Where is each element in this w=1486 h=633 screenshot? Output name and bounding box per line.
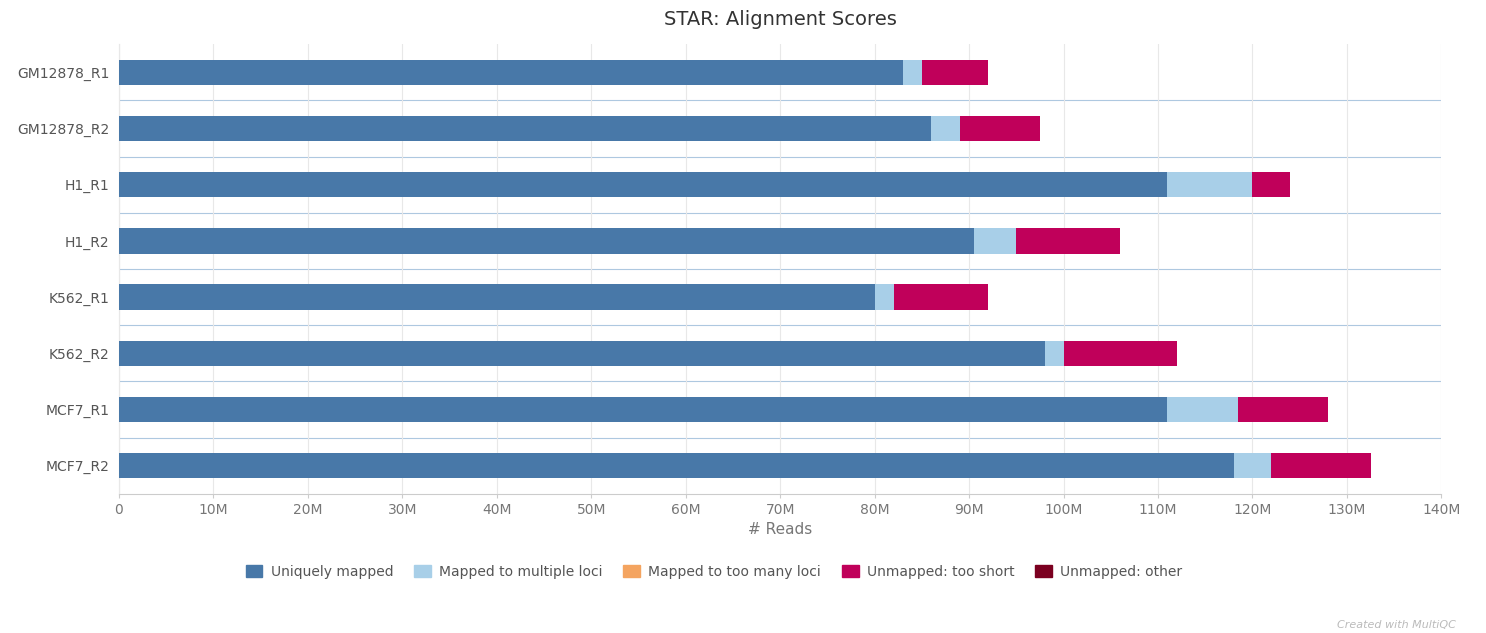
Bar <box>1016 229 1120 254</box>
Bar <box>119 397 1168 422</box>
Bar <box>1272 453 1370 479</box>
Bar <box>1045 341 1064 366</box>
Bar <box>119 172 1168 197</box>
Title: STAR: Alignment Scores: STAR: Alignment Scores <box>664 10 896 29</box>
Bar <box>973 229 1016 254</box>
Bar <box>893 284 988 310</box>
Bar <box>1233 453 1272 479</box>
Bar <box>932 116 960 141</box>
Legend: Uniquely mapped, Mapped to multiple loci, Mapped to too many loci, Unmapped: too: Uniquely mapped, Mapped to multiple loci… <box>239 558 1189 586</box>
Bar <box>1253 172 1290 197</box>
Bar <box>1168 172 1253 197</box>
Bar <box>960 116 1040 141</box>
Bar <box>875 284 893 310</box>
Bar <box>1168 397 1238 422</box>
Bar <box>119 453 1233 479</box>
Bar <box>119 229 973 254</box>
Bar <box>119 284 875 310</box>
Bar <box>119 341 1045 366</box>
Bar <box>921 60 988 85</box>
Bar <box>119 60 903 85</box>
Bar <box>1238 397 1328 422</box>
Text: Created with MultiQC: Created with MultiQC <box>1337 620 1456 630</box>
Bar <box>1064 341 1177 366</box>
Bar <box>119 116 932 141</box>
Bar <box>903 60 921 85</box>
X-axis label: # Reads: # Reads <box>747 522 813 537</box>
